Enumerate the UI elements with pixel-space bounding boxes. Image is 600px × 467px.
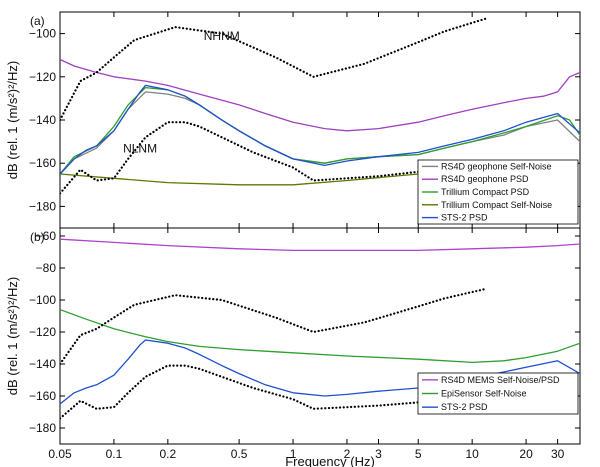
panel-b-ytick-label: −160 — [29, 389, 56, 403]
panel-b-series-rs4d-mems-self-noise-psd — [60, 238, 580, 252]
panel-b-ytick-label: −80 — [36, 261, 57, 275]
panel-a-series-rs4d-geophone-psd — [60, 58, 580, 132]
panel-b-noise-model-curve-3 — [60, 287, 488, 366]
panel-b-ytick-label: −60 — [36, 229, 57, 243]
x-tick-label: 10 — [465, 447, 479, 461]
legend-entry-rs4d-mems-self-noise-psd: RS4D MEMS Self-Noise/PSD — [441, 375, 560, 385]
panel-a-noise-model-curve-6 — [60, 121, 474, 195]
panel-a-noise-model-curve-5 — [60, 17, 488, 122]
panel-b: −60 −80 −100 −120 −140 −160 −180 dB (rel. 1 (m/… — [5, 227, 581, 445]
x-tick-label: 1 — [290, 447, 297, 461]
panel-a-ytick-label: −160 — [29, 156, 56, 170]
x-tick-label: 20 — [519, 447, 533, 461]
panel-b-ytick-label: −100 — [29, 293, 56, 307]
legend-entry-sts-2-psd: STS-2 PSD — [441, 402, 488, 412]
x-tick-label: 30 — [551, 447, 565, 461]
panel-a-ytick-label: −180 — [29, 199, 56, 213]
panel-b-ytick-label: −140 — [29, 357, 56, 371]
panel-a-legend: RS4D geophone Self-Noise RS4D geophone PS… — [417, 159, 579, 225]
panel-b-noise-model-curve-4 — [60, 364, 474, 420]
x-tick-label: 0.05 — [48, 447, 72, 461]
panel-b-label: (b) — [30, 230, 45, 244]
x-tick-label: 3 — [375, 447, 382, 461]
panel-b-y-axis-title: dB (rel. 1 (m/s²)²/Hz) — [5, 277, 20, 395]
legend-entry-sts-2-psd: STS-2 PSD — [441, 213, 488, 223]
panel-a-series-trillium-compact-self-noise — [60, 166, 473, 186]
panel-b-ytick-label: −180 — [29, 421, 56, 435]
annotation-nhnm: NHNM — [204, 29, 240, 43]
annotation-nlnm: NLNM — [123, 141, 157, 155]
panel-b-series-episensor-self-noise — [60, 308, 580, 364]
panel-a-series-sts-2-psd — [60, 84, 580, 175]
x-tick-label: 5 — [415, 447, 422, 461]
x-tick-label: 0.2 — [159, 447, 176, 461]
panel-b-legend: RS4D MEMS Self-Noise/PSD EpiSensor Self-N… — [417, 372, 579, 415]
panel-a: −100 −120 −140 −160 −180 dB (rel. 1 (m/s²)²/H… — [5, 11, 581, 229]
x-axis-title: Frequency (Hz) — [285, 454, 375, 467]
x-tick-label: 0.5 — [231, 447, 248, 461]
legend-entry-episensor-self-noise: EpiSensor Self-Noise — [441, 389, 527, 399]
legend-entry-rs4d-geophone-psd: RS4D geophone PSD — [441, 174, 529, 184]
panel-b-frame — [59, 227, 581, 445]
x-tick-label: 0.1 — [106, 447, 123, 461]
legend-entry-trillium-compact-psd: Trillium Compact PSD — [441, 187, 530, 197]
shared-x-axis: 0.05 0.1 0.2 0.5 1 2 3 5 10 20 30 — [48, 447, 564, 461]
panel-b-ytick-label: −120 — [29, 325, 56, 339]
panel-a-ytick-label: −100 — [29, 27, 56, 41]
panel-a-ytick-label: −120 — [29, 70, 56, 84]
panel-a-legend-box — [417, 159, 579, 225]
panel-b-legend-box — [417, 372, 579, 415]
panel-a-y-axis-title: dB (rel. 1 (m/s²)²/Hz) — [5, 61, 20, 179]
panel-a-series-group — [60, 17, 580, 195]
x-tick-label: 2 — [344, 447, 351, 461]
legend-entry-rs4d-geophone-self-noise: RS4D geophone Self-Noise — [441, 161, 552, 171]
panel-b-series-group — [60, 238, 580, 420]
panel-a-ytick-label: −140 — [29, 113, 56, 127]
panel-a-label: (a) — [30, 14, 45, 28]
legend-entry-trillium-compact-self-noise: Trillium Compact Self-Noise — [441, 200, 552, 210]
